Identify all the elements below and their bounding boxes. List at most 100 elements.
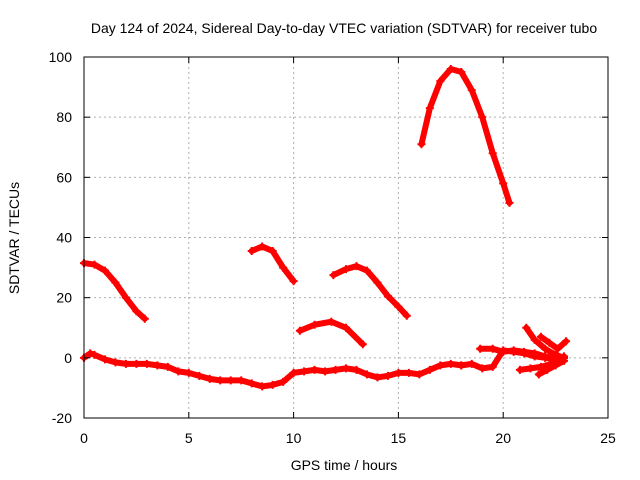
data-point [279, 377, 288, 386]
series-layer [80, 65, 571, 391]
data-point [457, 68, 466, 77]
data-point [520, 347, 529, 356]
data-point [509, 346, 518, 355]
data-point [488, 344, 497, 353]
series-trace [537, 333, 570, 352]
data-point [289, 277, 298, 286]
data-point [505, 198, 514, 207]
x-tick-label: 15 [391, 430, 407, 446]
data-point [404, 368, 413, 377]
data-point [476, 344, 485, 353]
data-point [383, 292, 392, 301]
data-point [551, 350, 560, 359]
data-point [545, 338, 554, 347]
data-point [268, 380, 277, 389]
data-point [289, 368, 298, 377]
data-point [373, 373, 382, 382]
series-arc-10 [536, 332, 571, 353]
y-tick-label: 20 [56, 290, 72, 306]
y-tick-label: 40 [56, 230, 72, 246]
data-point [526, 364, 535, 373]
data-point [536, 332, 545, 341]
data-point [342, 323, 350, 332]
data-point [446, 359, 455, 368]
data-point [499, 179, 508, 188]
data-point [446, 65, 455, 74]
data-point [258, 382, 267, 391]
data-point [279, 263, 288, 272]
series-arc-5 [417, 65, 514, 207]
data-point [362, 370, 371, 379]
data-point [237, 376, 246, 385]
data-point [383, 371, 392, 380]
data-point [195, 371, 204, 380]
data-point [174, 367, 183, 376]
data-point [226, 376, 235, 385]
data-point [541, 352, 550, 361]
data-point [415, 370, 424, 379]
data-point [142, 359, 151, 368]
data-point [373, 278, 382, 287]
data-point [153, 361, 162, 370]
data-point [499, 347, 508, 356]
x-tick-label: 5 [185, 430, 193, 446]
series-arc-6 [80, 349, 466, 391]
series-arc-1 [80, 259, 149, 323]
data-point [111, 358, 120, 367]
data-point [327, 317, 336, 326]
data-point [295, 326, 304, 335]
data-point [342, 265, 350, 274]
data-point [478, 364, 487, 373]
data-point [121, 359, 130, 368]
data-point [342, 364, 350, 373]
data-point [467, 86, 476, 95]
series-trace [535, 357, 567, 378]
y-tick-label: 80 [56, 109, 72, 125]
series-trace [418, 66, 513, 206]
data-point [541, 344, 550, 353]
data-point [530, 335, 539, 344]
data-point [457, 361, 466, 370]
data-point [331, 365, 340, 374]
data-point [488, 362, 497, 371]
series-arc-9 [522, 323, 568, 362]
data-point [247, 247, 256, 256]
data-point [258, 242, 267, 251]
data-point [216, 376, 225, 385]
y-tick-label: 100 [49, 49, 73, 65]
data-point [425, 104, 434, 113]
data-point [132, 307, 141, 316]
data-point [534, 370, 543, 379]
data-point [247, 379, 256, 388]
x-tick-label: 20 [495, 430, 511, 446]
data-point [488, 149, 497, 158]
data-point [205, 374, 214, 383]
data-point [551, 361, 560, 370]
data-point [559, 356, 568, 365]
data-point [358, 340, 367, 349]
data-point [402, 311, 411, 320]
data-point [436, 361, 445, 370]
data-point [467, 359, 476, 368]
data-point [86, 349, 95, 358]
series-arc-4 [329, 262, 411, 320]
data-point [362, 266, 371, 275]
data-point [522, 323, 531, 332]
series-arc-2 [247, 242, 298, 286]
series-arc-3 [295, 317, 367, 349]
data-point [90, 260, 99, 269]
data-point [536, 362, 545, 371]
axes: 0 5 10 15 20 25 -20 0 20 40 60 80 100 [49, 49, 616, 446]
data-point [100, 266, 109, 275]
data-point [417, 140, 426, 149]
data-point [394, 302, 403, 311]
data-point [436, 77, 445, 86]
y-tick-label: 60 [56, 169, 72, 185]
data-point [121, 293, 130, 302]
data-point [100, 355, 109, 364]
data-point [300, 367, 309, 376]
data-point [562, 337, 571, 346]
data-point [90, 350, 99, 359]
